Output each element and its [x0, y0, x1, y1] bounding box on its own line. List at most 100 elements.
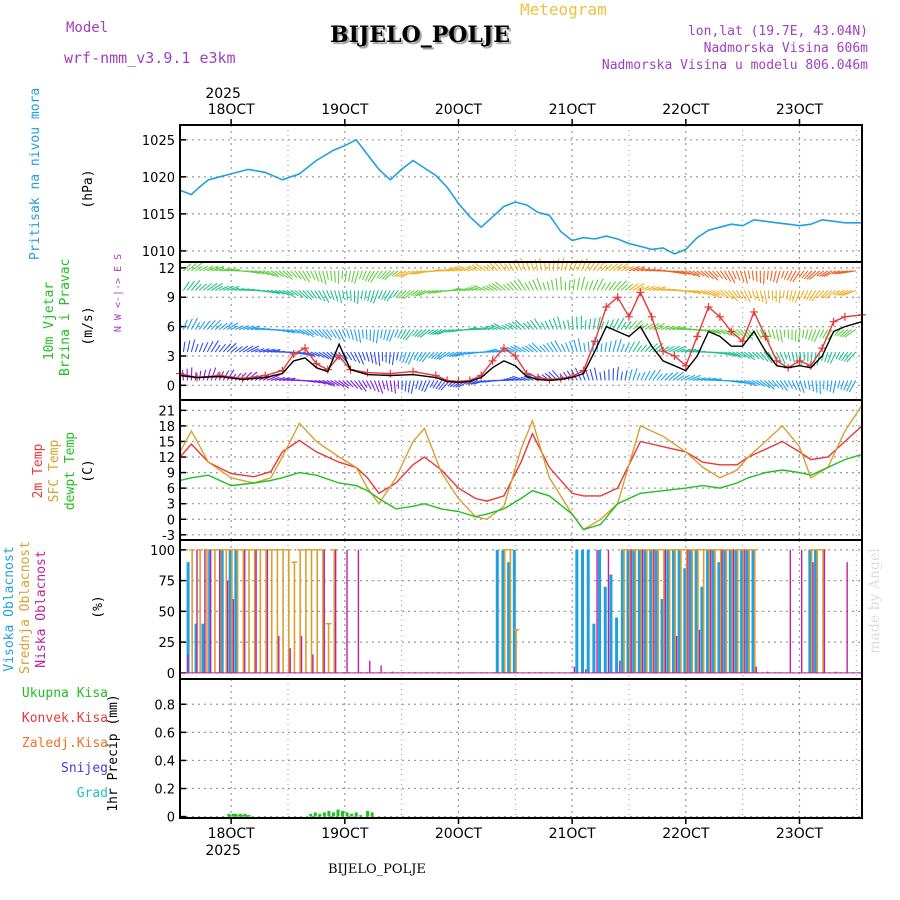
y-tick-label: 0: [167, 379, 175, 394]
wind-barb: [306, 270, 312, 279]
wind-barb: [504, 323, 514, 330]
wind-barb: [364, 270, 371, 282]
wind-barb: [648, 370, 656, 381]
wind-barb: [755, 290, 761, 302]
wind-barb: [386, 290, 395, 302]
wind-barb: [377, 351, 381, 366]
wind-barb: [367, 290, 371, 302]
y-tick-label: 18: [158, 420, 175, 435]
wind-barb: [372, 290, 379, 304]
wind-barb: [608, 281, 617, 291]
wind-barb: [357, 351, 365, 365]
wind-barb: [688, 289, 702, 295]
wind-barb: [318, 270, 323, 283]
wind-barb: [604, 263, 613, 272]
wind-barb: [787, 351, 792, 362]
wind-barb: [483, 265, 491, 272]
wind-barb: [502, 284, 511, 291]
wind-barb: [435, 380, 443, 390]
wind-barb: [620, 371, 623, 381]
wind-barb: [712, 270, 719, 278]
wind-speed-marker: [681, 361, 690, 370]
wind-barb: [571, 318, 574, 330]
wind-barb: [811, 380, 815, 392]
wind-barb: [202, 369, 207, 381]
wind-barb: [554, 340, 562, 353]
wind-speed-marker: [289, 350, 298, 358]
wind-barb: [266, 270, 280, 278]
wind-barb: [344, 270, 348, 281]
wind-speed-marker: [488, 356, 497, 365]
wind-barb: [405, 351, 411, 364]
wind-barb: [493, 323, 506, 331]
wind-barb: [775, 329, 780, 341]
wind-barb: [314, 351, 325, 359]
wind-barb: [624, 370, 628, 381]
wind-barb: [624, 342, 630, 353]
wind-barb: [398, 289, 407, 299]
wind-barb: [843, 289, 856, 296]
wind-barb: [704, 289, 716, 297]
wind-barb: [842, 270, 856, 274]
wind-barb: [274, 289, 285, 295]
wind-barb: [230, 346, 238, 353]
precip-bar: [238, 813, 242, 817]
wind-barb: [531, 342, 542, 353]
wind-barb: [563, 371, 570, 381]
wind-barb: [218, 343, 227, 353]
wind-barb: [843, 351, 853, 362]
wind-barb: [412, 270, 423, 275]
wind-barb: [334, 329, 341, 340]
wind-barb: [415, 380, 419, 390]
wind-barb: [840, 289, 853, 296]
wind-barb: [402, 329, 411, 340]
wind-barb: [766, 270, 769, 280]
wind-barb: [739, 329, 749, 339]
wind-barb: [568, 280, 571, 291]
wind-barb: [353, 329, 358, 342]
wind-barb: [584, 281, 589, 291]
wind-barb: [616, 366, 619, 381]
wind-barb: [394, 270, 403, 277]
wind-barb: [190, 280, 201, 291]
wind-barb: [202, 283, 213, 291]
wind-barb: [226, 285, 240, 291]
wind-barb: [580, 258, 588, 272]
wind-barb: [841, 351, 849, 362]
wind-barb: [533, 318, 542, 330]
wind-barb: [652, 322, 665, 331]
wind-barb: [593, 367, 598, 381]
wind-barb: [230, 325, 239, 331]
wind-barb: [365, 351, 370, 362]
wind-barb: [612, 280, 622, 291]
wind-barb: [365, 380, 372, 390]
wind-barb: [302, 270, 311, 283]
wind-barb: [771, 329, 776, 340]
wind-barb: [783, 270, 789, 280]
wind-barb: [400, 329, 407, 340]
wind-barb: [676, 270, 686, 275]
wind-barb: [198, 370, 202, 381]
wind-barb: [600, 282, 606, 291]
wind-barb: [346, 351, 353, 361]
wind-barb: [198, 321, 206, 330]
wind-speed-marker: [602, 303, 611, 312]
date-label-top: 20OCT: [435, 102, 483, 118]
wind-barb: [716, 270, 724, 280]
wind-barb: [672, 326, 687, 331]
wind-barb: [388, 329, 395, 342]
wind-barb: [484, 350, 494, 353]
wind-barb: [513, 344, 526, 353]
wind-barb: [680, 374, 690, 381]
wind-barb: [418, 289, 431, 297]
wind-barb: [736, 351, 746, 358]
wind-barb: [664, 325, 676, 331]
wind-speed-marker: [499, 344, 508, 353]
wind-barb: [330, 329, 337, 339]
wind-barb: [405, 329, 415, 341]
wind-barb: [740, 379, 752, 386]
wind-barb: [747, 351, 756, 358]
wind-barb: [824, 270, 837, 277]
